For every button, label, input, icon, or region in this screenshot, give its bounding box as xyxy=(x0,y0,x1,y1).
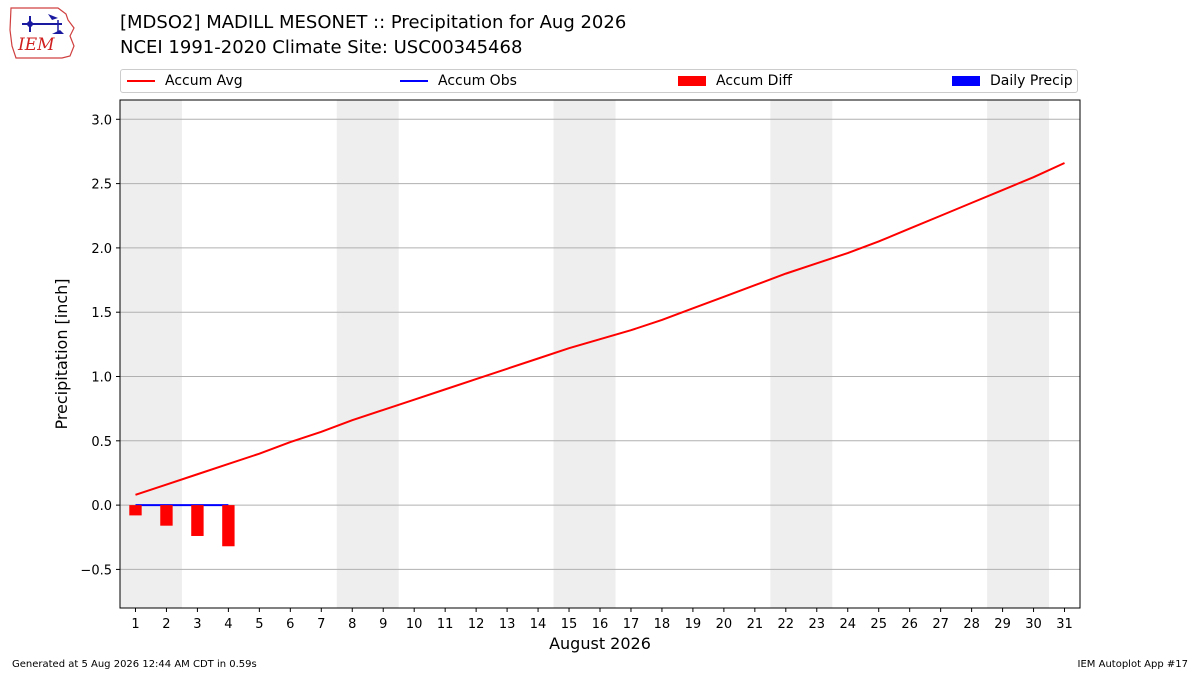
x-tick-label-10: 10 xyxy=(406,617,423,632)
x-tick-label-1: 1 xyxy=(131,617,139,632)
y-tick-label-2: 0.0 xyxy=(91,499,112,514)
x-tick-label-24: 24 xyxy=(839,617,856,632)
legend-swatch-accum-diff xyxy=(678,76,706,86)
x-tick-label-2: 2 xyxy=(162,617,170,632)
legend-label-daily-precip: Daily Precip xyxy=(990,73,1073,89)
x-tick-label-21: 21 xyxy=(747,617,764,632)
accum-avg-line xyxy=(135,162,1065,496)
x-tick-label-23: 23 xyxy=(809,617,826,632)
x-tick-label-17: 17 xyxy=(623,617,640,632)
generated-timestamp: Generated at 5 Aug 2026 12:44 AM CDT in … xyxy=(12,659,257,670)
x-tick-label-7: 7 xyxy=(317,617,325,632)
legend-swatch-daily-precip xyxy=(952,76,980,86)
plot-frame xyxy=(119,99,1081,609)
weekend-band-3 xyxy=(553,100,616,608)
legend-label-accum-obs: Accum Obs xyxy=(438,73,517,89)
y-tick-label-1: −0.5 xyxy=(80,563,112,578)
accum-diff-bar-1 xyxy=(129,505,142,516)
x-tick-label-16: 16 xyxy=(592,617,609,632)
x-tick-label-5: 5 xyxy=(255,617,263,632)
legend-label-accum-avg: Accum Avg xyxy=(165,73,243,89)
legend-item-accum-diff: Accum Diff xyxy=(678,73,792,89)
legend: Accum Avg Accum Obs Accum Diff Daily Pre… xyxy=(120,69,1078,93)
x-tick-label-15: 15 xyxy=(561,617,578,632)
accum-diff-bar-2 xyxy=(160,505,173,526)
accum-diff-bar-3 xyxy=(191,505,204,536)
x-tick-label-25: 25 xyxy=(870,617,887,632)
x-tick-label-28: 28 xyxy=(963,617,980,632)
legend-swatch-accum-obs xyxy=(400,80,428,82)
x-tick-label-29: 29 xyxy=(994,617,1011,632)
y-tick-label-6: 2.0 xyxy=(91,242,112,257)
x-tick-label-30: 30 xyxy=(1025,617,1042,632)
chart-title: [MDSO2] MADILL MESONET :: Precipitation … xyxy=(120,12,627,33)
legend-item-accum-obs: Accum Obs xyxy=(400,73,517,89)
x-tick-label-6: 6 xyxy=(286,617,294,632)
x-tick-label-8: 8 xyxy=(348,617,356,632)
x-tick-label-22: 22 xyxy=(778,617,795,632)
legend-label-accum-diff: Accum Diff xyxy=(716,73,793,89)
x-tick-label-13: 13 xyxy=(499,617,516,632)
app-credit: IEM Autoplot App #17 xyxy=(1077,659,1188,670)
x-tick-label-19: 19 xyxy=(685,617,702,632)
x-tick-label-27: 27 xyxy=(932,617,949,632)
logo-text: IEM xyxy=(17,35,55,55)
x-tick-label-11: 11 xyxy=(437,617,454,632)
x-tick-label-31: 31 xyxy=(1056,617,1073,632)
legend-swatch-accum-avg xyxy=(127,80,155,82)
legend-item-daily-precip: Daily Precip xyxy=(952,73,1073,89)
y-tick-label-5: 1.5 xyxy=(91,306,112,321)
y-tick-label-7: 2.5 xyxy=(91,178,112,193)
x-tick-label-18: 18 xyxy=(654,617,671,632)
weekend-band-2 xyxy=(336,100,399,608)
x-tick-label-4: 4 xyxy=(224,617,232,632)
x-tick-label-3: 3 xyxy=(193,617,201,632)
y-tick-label-8: 3.0 xyxy=(91,113,112,128)
iem-logo: IEM xyxy=(9,7,75,59)
weekend-band-5 xyxy=(987,100,1050,608)
x-tick-label-14: 14 xyxy=(530,617,547,632)
x-tick-label-12: 12 xyxy=(468,617,485,632)
x-tick-label-20: 20 xyxy=(716,617,733,632)
x-tick-label-26: 26 xyxy=(901,617,918,632)
weekend-band-4 xyxy=(770,100,833,608)
chart-subtitle: NCEI 1991-2020 Climate Site: USC00345468 xyxy=(120,37,523,58)
legend-item-accum-avg: Accum Avg xyxy=(127,73,243,89)
x-axis-label: August 2026 xyxy=(549,634,651,653)
y-axis-label: Precipitation [inch] xyxy=(52,278,71,429)
x-tick-label-9: 9 xyxy=(379,617,387,632)
weekend-band-1 xyxy=(120,100,182,608)
y-tick-label-3: 0.5 xyxy=(91,435,112,450)
accum-diff-bar-4 xyxy=(222,505,235,547)
y-tick-label-4: 1.0 xyxy=(91,371,112,386)
